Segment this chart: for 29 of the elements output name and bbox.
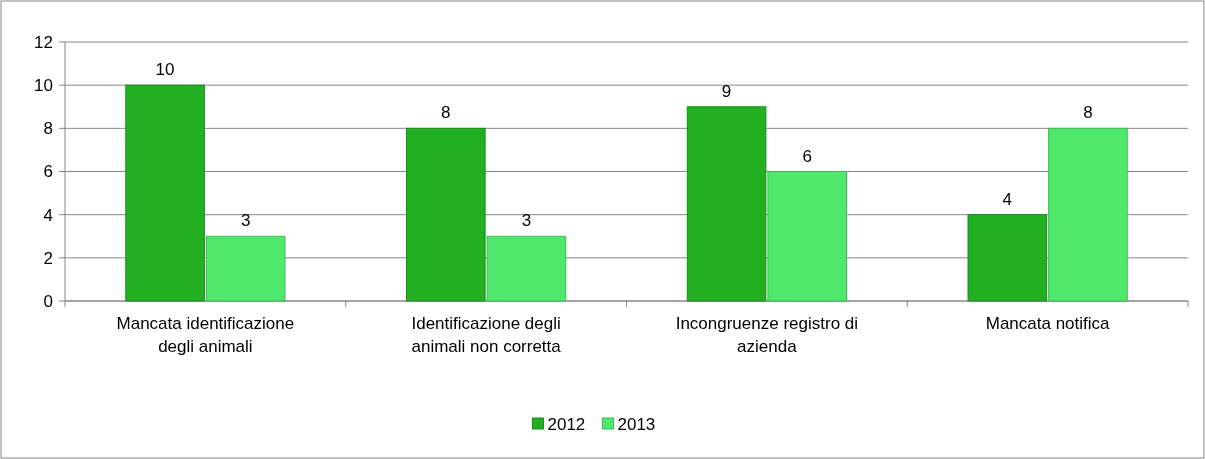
- data-label: 10: [155, 60, 175, 80]
- x-tick-label: Mancata notifica: [985, 314, 1111, 333]
- y-tick-label: 8: [43, 119, 53, 139]
- bar: [767, 171, 847, 302]
- bar: [486, 235, 567, 302]
- data-label: 8: [441, 103, 451, 123]
- data-label: 4: [1002, 189, 1013, 209]
- y-tick-label: 10: [34, 76, 53, 96]
- y-tick-label: 4: [43, 205, 53, 225]
- data-label: 3: [240, 211, 251, 231]
- data-label: 6: [802, 146, 812, 166]
- bar: [125, 84, 205, 302]
- x-tick-label: Incongruenze registro di azienda: [675, 314, 859, 356]
- bar: [686, 106, 767, 302]
- x-tick-label: Mancata identificazione degli animali: [116, 314, 295, 356]
- y-tick-label: 0: [43, 291, 53, 311]
- y-tick-label: 6: [43, 162, 53, 182]
- legend-label: 2013: [617, 414, 656, 434]
- data-label: 3: [521, 211, 532, 231]
- y-tick-label: 2: [43, 248, 53, 268]
- legend-label: 2012: [547, 414, 586, 434]
- bar: [406, 127, 486, 302]
- data-label: 9: [721, 81, 732, 101]
- bar: [1048, 127, 1128, 302]
- x-tick-label: Identificazione degli animali non corretta: [411, 314, 562, 356]
- bar: [967, 214, 1048, 302]
- data-label: 8: [1083, 103, 1093, 123]
- bar: [205, 235, 286, 302]
- y-tick-label: 12: [34, 32, 53, 52]
